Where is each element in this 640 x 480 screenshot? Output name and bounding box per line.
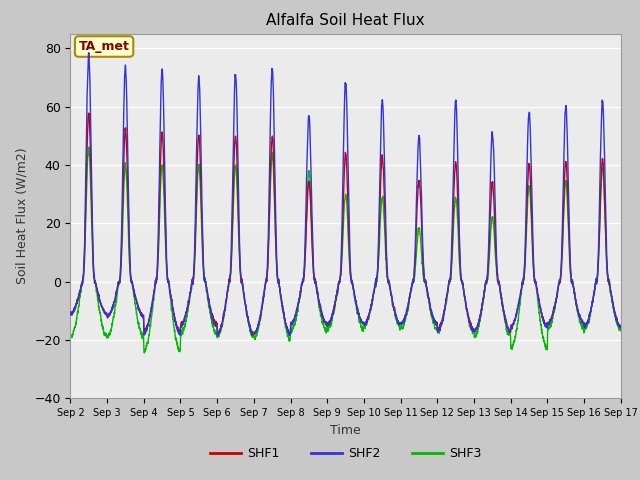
SHF3 xyxy=(616,326,624,332)
SHF1 xyxy=(617,324,625,330)
SHF1 xyxy=(616,324,624,330)
SHF1 xyxy=(248,332,256,338)
Line: SHF3: SHF3 xyxy=(70,147,621,353)
Line: SHF1: SHF1 xyxy=(70,113,621,335)
SHF2 xyxy=(500,311,508,317)
SHF1 xyxy=(439,315,447,321)
SHF1 xyxy=(84,110,92,116)
SHF3 xyxy=(140,350,148,356)
SHF2 xyxy=(85,50,93,56)
SHF2 xyxy=(325,319,333,324)
SHF2 xyxy=(616,324,624,330)
SHF3 xyxy=(617,328,625,334)
SHF2 xyxy=(67,310,74,315)
SHF3 xyxy=(67,333,74,339)
Text: TA_met: TA_met xyxy=(79,40,129,53)
SHF2 xyxy=(617,324,625,330)
SHF3 xyxy=(500,314,508,320)
X-axis label: Time: Time xyxy=(330,424,361,437)
SHF3 xyxy=(325,324,333,330)
SHF3 xyxy=(85,144,93,150)
SHF3 xyxy=(166,288,173,294)
Line: SHF2: SHF2 xyxy=(70,53,621,336)
SHF2 xyxy=(214,333,221,339)
SHF2 xyxy=(166,285,173,290)
SHF2 xyxy=(439,317,447,323)
SHF1 xyxy=(325,321,333,327)
SHF3 xyxy=(439,315,447,321)
SHF2 xyxy=(469,329,477,335)
Legend: SHF1, SHF2, SHF3: SHF1, SHF2, SHF3 xyxy=(205,442,486,465)
SHF3 xyxy=(469,327,477,333)
SHF1 xyxy=(166,282,173,288)
SHF1 xyxy=(469,327,477,333)
Title: Alfalfa Soil Heat Flux: Alfalfa Soil Heat Flux xyxy=(266,13,425,28)
SHF1 xyxy=(500,311,508,317)
Y-axis label: Soil Heat Flux (W/m2): Soil Heat Flux (W/m2) xyxy=(16,148,29,284)
SHF1 xyxy=(67,312,74,317)
